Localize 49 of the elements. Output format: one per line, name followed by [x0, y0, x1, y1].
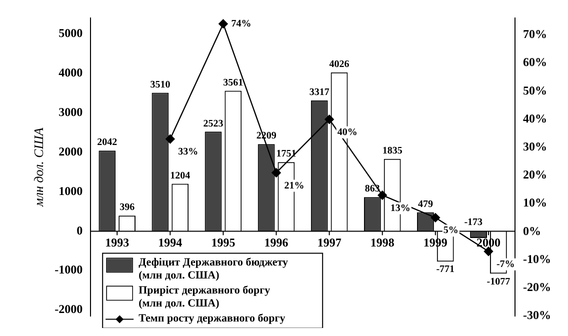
legend-label: Темп росту державного боргу	[138, 312, 286, 325]
data-label: 4026	[329, 58, 350, 70]
data-label: 396	[120, 202, 135, 214]
data-label: 74%	[231, 18, 252, 30]
x-tick-label: 1994	[158, 235, 182, 250]
y-axis-title: млн дол. США	[31, 128, 46, 208]
y2-tick-label: 50%	[523, 83, 548, 98]
x-tick-label: 1996	[264, 235, 288, 250]
data-label: 3317	[309, 86, 330, 98]
y-tick-label: -1000	[54, 262, 83, 277]
data-label: 13%	[390, 202, 410, 214]
y-tick-label: 5000	[58, 26, 83, 40]
y-tick-label: -2000	[54, 302, 83, 316]
data-label: 5%	[443, 225, 458, 236]
y2-tick-label: -20%	[523, 280, 552, 294]
y2-tick-label: 20%	[523, 168, 548, 182]
data-label: 3510	[150, 79, 170, 90]
legend-label: Приріст державного боргу (млн дол. США)	[138, 284, 271, 310]
y-tick-label: 3000	[58, 104, 83, 119]
x-tick-label: 1995	[211, 235, 236, 250]
y-tick-label: 0	[76, 223, 83, 238]
data-label: -7%	[496, 258, 515, 270]
data-label: 33%	[178, 146, 198, 158]
y2-tick-label: 10%	[523, 196, 548, 210]
data-label: 1835	[382, 145, 402, 156]
y2-tick-label: -10%	[523, 252, 552, 266]
y-tick-label: 4000	[58, 66, 83, 80]
y2-tick-label: 70%	[523, 27, 548, 42]
legend-label: Дефіцит Державного бюджету (млн дол. США)	[138, 256, 289, 282]
data-label: 479	[418, 198, 433, 210]
y-tick-label: 2000	[58, 144, 83, 158]
data-label: 2523	[203, 118, 224, 130]
x-tick-label: 1993	[105, 235, 130, 250]
y2-tick-label: 30%	[523, 140, 548, 154]
data-label: 40%	[337, 126, 358, 138]
y2-tick-label: 40%	[523, 111, 548, 126]
y-tick-label: 1000	[58, 184, 83, 198]
data-label: -1077	[486, 276, 510, 288]
data-label: -173	[464, 216, 483, 228]
data-label: 3561	[223, 77, 244, 88]
data-label: -771	[436, 264, 455, 276]
data-label: 1204	[170, 170, 190, 182]
y2-tick-label: -30%	[523, 308, 552, 322]
x-tick-label: 1998	[370, 235, 394, 250]
y2-tick-label: 0%	[523, 224, 542, 238]
data-label: 21%	[284, 180, 304, 192]
data-label: 2042	[97, 137, 118, 148]
y2-tick-label: 60%	[523, 55, 548, 70]
x-tick-label: 1997	[317, 235, 342, 250]
